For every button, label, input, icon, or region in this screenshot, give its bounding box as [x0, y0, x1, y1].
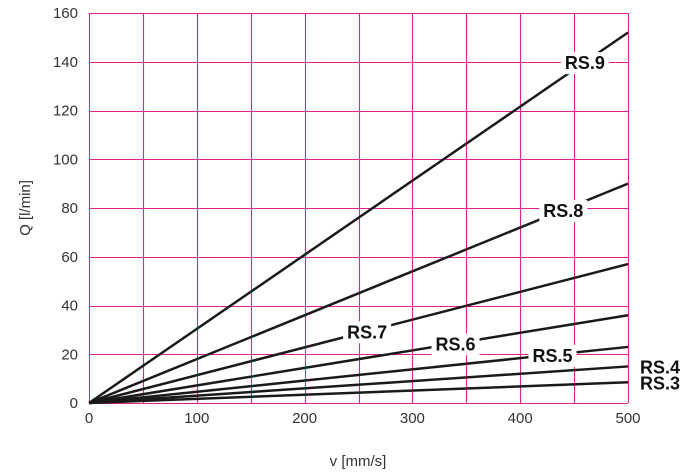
series-label-background	[343, 321, 392, 344]
y-tick-label: 20	[61, 346, 78, 363]
series-label-rs-8: RS.8	[543, 201, 583, 221]
x-tick-label: 500	[615, 410, 640, 427]
x-tick-labels: 0 100 200 300 400 500	[85, 410, 641, 427]
series-labels: RS.9 RS.8 RS.7 RS.6 RS.5 RS.4RS.3	[343, 52, 680, 393]
series-line-rs-6	[88, 314, 629, 405]
series-label-rs-3: RS.3	[640, 373, 680, 393]
y-tick-label: 40	[61, 298, 78, 315]
series-label-background	[528, 344, 577, 367]
y-axis-label: Q [l/min]	[17, 180, 34, 236]
series-line-rs-3	[88, 381, 629, 405]
series-label-rs-5: RS.5	[533, 346, 573, 366]
x-axis-label: v [mm/s]	[330, 453, 387, 470]
series-label-rs-9: RS.9	[565, 53, 605, 73]
x-tick-label: 300	[400, 410, 425, 427]
y-tick-label: 160	[53, 5, 78, 22]
y-tick-label: 60	[61, 249, 78, 266]
y-tick-label: 0	[70, 395, 78, 412]
x-tick-label: 100	[184, 410, 209, 427]
x-tick-label: 400	[508, 410, 533, 427]
y-tick-labels: 0 20 40 60 80 100 120 140 160	[53, 5, 78, 412]
series-label-background	[539, 199, 588, 222]
series-line-rs-9	[88, 31, 629, 405]
series-label-rs-7: RS.7	[347, 322, 387, 342]
y-tick-label: 80	[61, 200, 78, 217]
x-tick-label: 0	[85, 410, 93, 427]
series-label-rs-4: RS.4	[640, 357, 680, 377]
x-tick-label: 200	[292, 410, 317, 427]
series-label-background	[431, 333, 480, 356]
y-tick-label: 100	[53, 151, 78, 168]
series-label-background	[560, 52, 609, 75]
y-tick-label: 120	[53, 103, 78, 120]
series-line-rs-4	[88, 365, 629, 405]
series-line-rs-8	[88, 182, 629, 405]
series-label-rs-6: RS.6	[436, 334, 476, 354]
y-tick-label: 140	[53, 54, 78, 71]
